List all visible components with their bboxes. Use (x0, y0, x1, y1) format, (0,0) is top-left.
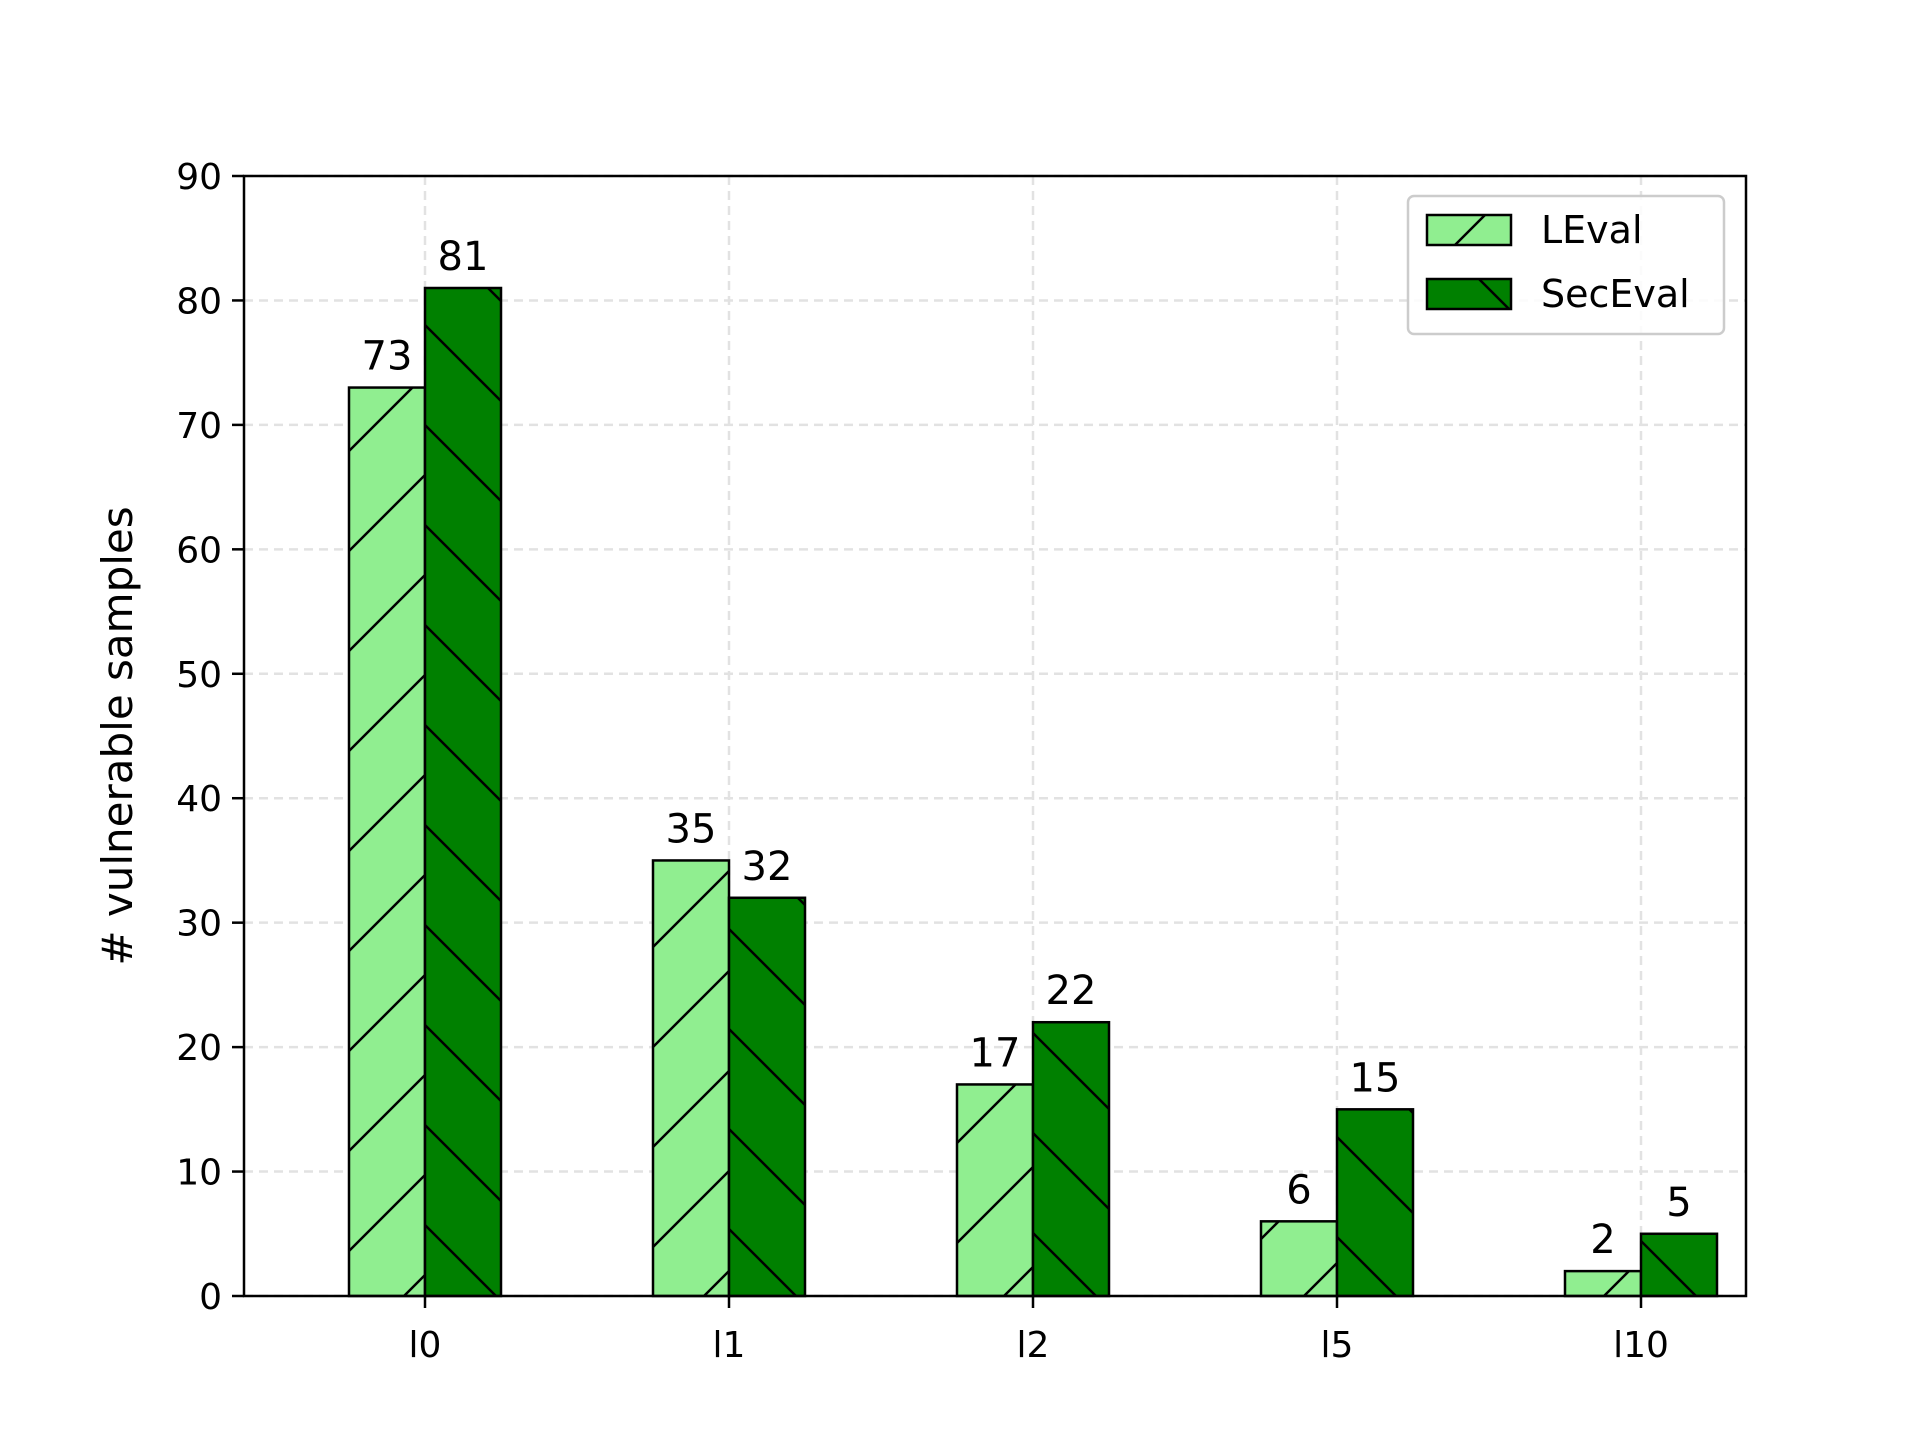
y-tick-label: 40 (176, 779, 222, 820)
x-tick-label: l10 (1613, 1325, 1669, 1366)
bar-hatch (957, 1084, 1033, 1296)
bar-seceval-l1 (727, 896, 807, 1298)
bar-hatch (1261, 1221, 1337, 1296)
data-label: 81 (438, 234, 489, 280)
y-tick-label: 90 (176, 157, 222, 198)
legend-swatch-outline (1425, 277, 1513, 311)
bar-hatch (1033, 1022, 1109, 1296)
bar-hatch (425, 288, 501, 1296)
bar-seceval-l0 (423, 286, 503, 1298)
bar-seceval-l10 (1639, 1232, 1719, 1298)
plot-frame (242, 174, 1748, 1298)
bar-seceval-l5 (1335, 1108, 1415, 1298)
data-label: 2 (1590, 1217, 1615, 1263)
data-label: 32 (742, 844, 793, 890)
data-label: 17 (970, 1030, 1021, 1076)
y-tick-label: 20 (176, 1028, 222, 1069)
bar-leval-l10 (1563, 1269, 1643, 1298)
x-tick-label: l2 (1017, 1325, 1050, 1366)
legend-label: SecEval (1541, 272, 1690, 316)
y-tick-label: 60 (176, 530, 222, 571)
bar-leval-l1 (651, 859, 731, 1298)
x-axis-ticks: l0 l1 l2 l5 l10 (409, 1296, 1669, 1366)
legend-swatch-outline (1425, 213, 1513, 247)
y-axis-title: # vulnerable samples (93, 506, 142, 965)
bar-hatch (729, 897, 805, 1296)
data-label: 6 (1286, 1167, 1311, 1213)
bar-leval-l5 (1259, 1220, 1339, 1298)
bar-seceval-l2 (1031, 1020, 1111, 1298)
data-label: 15 (1350, 1055, 1401, 1101)
x-tick-label: l1 (713, 1325, 746, 1366)
data-label: 22 (1046, 968, 1097, 1014)
x-tick-label: l5 (1321, 1325, 1354, 1366)
bars (347, 286, 1719, 1298)
y-tick-label: 80 (176, 281, 222, 322)
y-tick-label: 70 (176, 406, 222, 447)
bar-hatch (653, 860, 729, 1296)
bar-hatch (1337, 1109, 1413, 1296)
y-tick-label: 0 (199, 1277, 222, 1318)
data-labels: 73 35 17 6 2 81 32 22 15 5 (362, 234, 1692, 1263)
data-label: 35 (666, 806, 717, 852)
x-tick-label: l0 (409, 1325, 442, 1366)
legend: LEval SecEval (1406, 194, 1726, 336)
legend-item-seceval: SecEval (1425, 272, 1690, 316)
y-tick-label: 50 (176, 655, 222, 696)
bar-hatch (1565, 1271, 1641, 1296)
legend-item-leval: LEval (1425, 208, 1643, 252)
bar-hatch (349, 387, 425, 1296)
bar-leval-l0 (347, 386, 427, 1298)
legend-swatch-hatch (1427, 279, 1511, 309)
data-label: 73 (362, 334, 413, 380)
y-tick-label: 30 (176, 904, 222, 945)
y-tick-label: 10 (176, 1153, 222, 1194)
y-axis-ticks: 0 10 20 30 40 50 60 70 80 90 (176, 157, 244, 1318)
legend-label: LEval (1541, 208, 1643, 252)
legend-swatch-hatch (1427, 215, 1511, 245)
data-label: 5 (1666, 1180, 1691, 1226)
bar-hatch (1641, 1233, 1717, 1296)
bar-leval-l2 (955, 1083, 1035, 1298)
